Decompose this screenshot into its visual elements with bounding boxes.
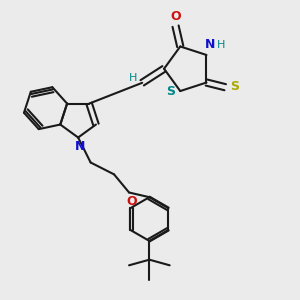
Text: O: O [126, 195, 137, 208]
Text: N: N [74, 140, 85, 153]
Text: S: S [230, 80, 239, 93]
Text: N: N [204, 38, 215, 52]
Text: H: H [129, 74, 138, 83]
Text: H: H [217, 40, 226, 50]
Text: O: O [170, 10, 181, 22]
Text: S: S [167, 85, 176, 98]
